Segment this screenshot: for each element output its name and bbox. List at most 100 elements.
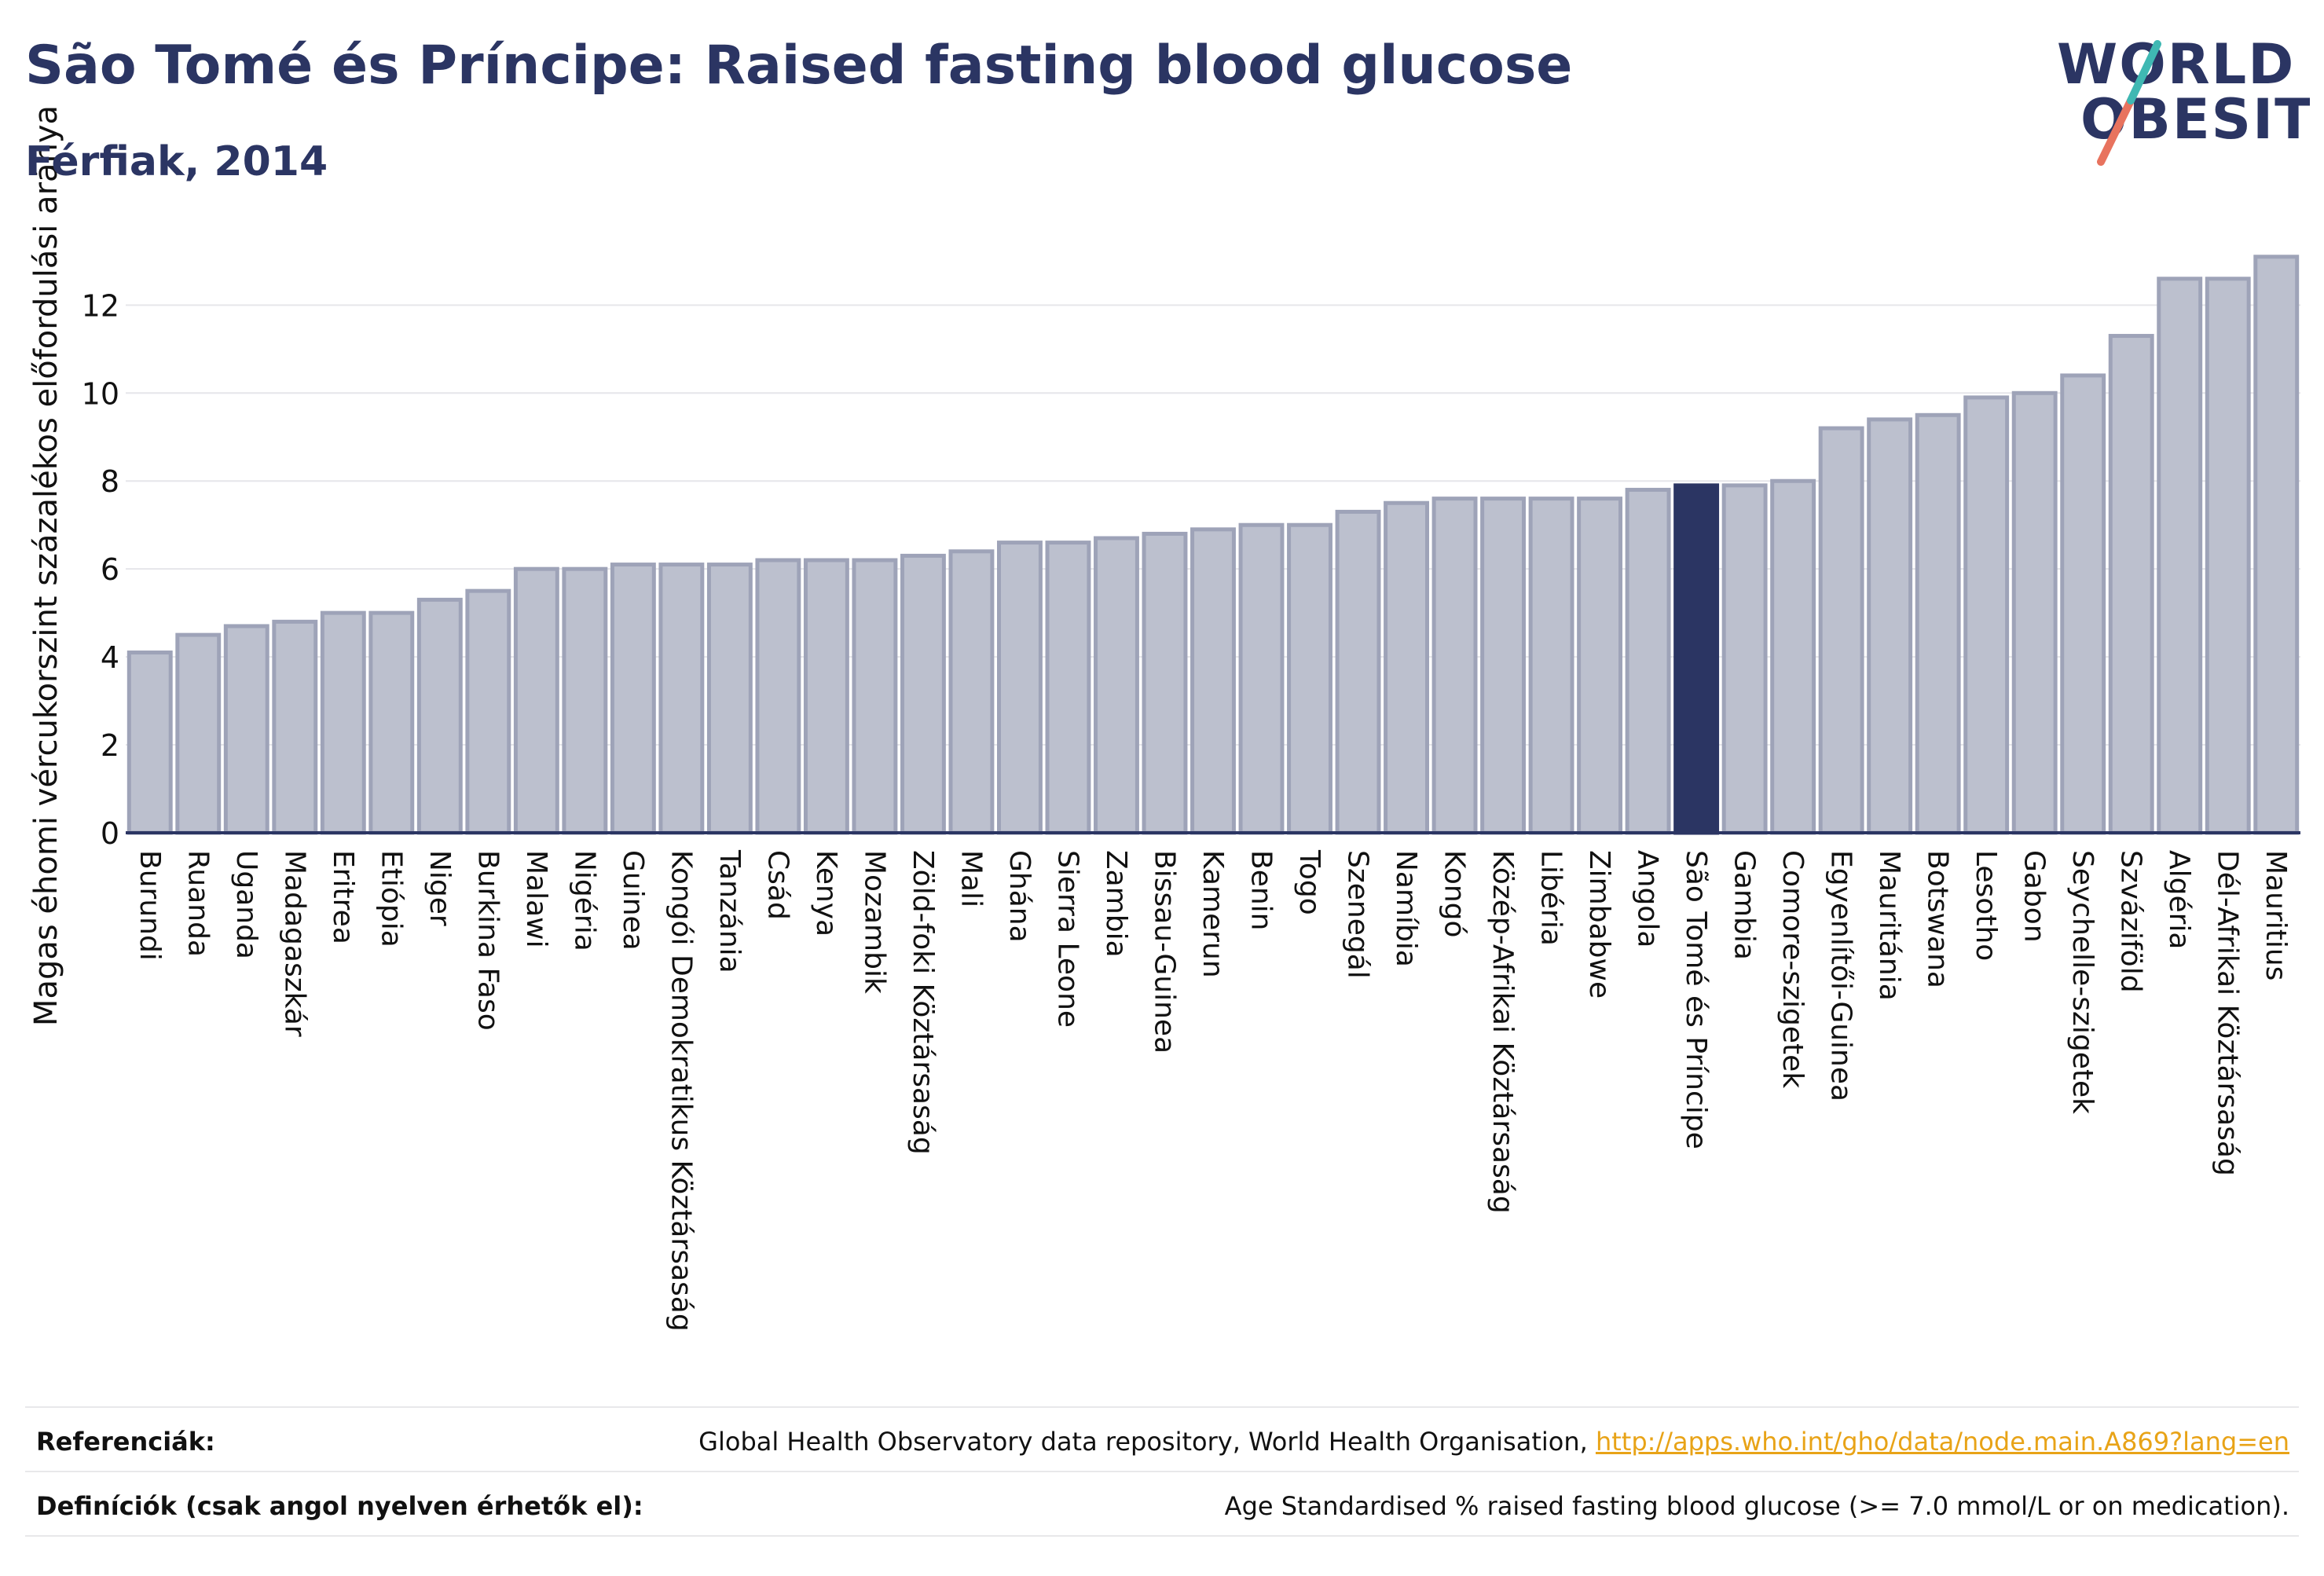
bar — [416, 597, 463, 835]
x-tick-label: Egyenlítői-Guinea — [1825, 850, 1857, 1101]
references-label: Referenciák: — [36, 1427, 215, 1457]
bar — [1963, 395, 2010, 835]
bar — [1867, 417, 1913, 835]
x-tick-label: Kamerun — [1197, 850, 1229, 978]
bar — [223, 624, 269, 835]
references-link[interactable]: http://apps.who.int/gho/data/node.main.A… — [1595, 1427, 2289, 1457]
bar — [320, 610, 366, 835]
x-tick-label: Burkina Faso — [471, 850, 504, 1031]
x-tick-label: Csád — [761, 850, 794, 920]
x-tick-label: Botswana — [1922, 850, 1954, 988]
x-tick-label: Gabon — [2018, 850, 2051, 943]
bar — [562, 566, 608, 835]
x-tick-label: Guinea — [617, 850, 649, 951]
x-tick-label: Comore-szigetek — [1776, 850, 1809, 1088]
x-tick-label: Kenya — [810, 850, 842, 936]
bar — [1190, 527, 1236, 835]
x-tick-label: Ghána — [1003, 850, 1036, 943]
bar — [2060, 373, 2106, 835]
divider — [25, 1471, 2299, 1472]
bar — [1045, 541, 1091, 835]
bar — [1335, 509, 1381, 835]
y-axis-label: Magas éhomi vércukorszint százalékos elő… — [28, 105, 64, 1026]
bar — [997, 541, 1043, 835]
bar — [1673, 483, 1720, 835]
world-obesity-logo: WORLD OBESITY — [2057, 32, 2310, 166]
page-subtitle: Férfiak, 2014 — [25, 138, 328, 185]
x-tick-label: Mali — [955, 850, 987, 907]
bar — [755, 558, 801, 835]
bar — [1625, 487, 1671, 835]
bar — [1577, 497, 1623, 835]
definitions-label: Definíciók (csak angol nyelven érhetők e… — [36, 1491, 643, 1521]
x-tick-label: Szenegál — [1342, 850, 1374, 979]
references-text: Global Health Observatory data repositor… — [698, 1427, 1596, 1457]
x-tick-label: Zambia — [1100, 850, 1132, 958]
bar — [948, 549, 995, 835]
bar — [2205, 277, 2251, 835]
x-axis-ticks: Burundi Ruanda Uganda Madagaszkár Eritrea Eti… — [134, 849, 2292, 1332]
x-tick-label: Közép-Afrikai Köztársaság — [1486, 850, 1519, 1214]
y-tick-label: 8 — [101, 464, 119, 499]
bar — [1287, 522, 1332, 835]
x-tick-label: Kongói Demokratikus Köztársaság — [665, 850, 697, 1332]
bars — [126, 255, 2300, 835]
y-axis-ticks: 0 2 4 6 8 10 12 — [82, 288, 119, 851]
bar — [852, 558, 898, 835]
y-tick-label: 0 — [101, 816, 119, 851]
x-tick-label: Etiópia — [375, 850, 407, 947]
x-tick-label: Tanzánia — [713, 849, 746, 973]
x-tick-label: Dél-Afrikai Köztársaság — [2212, 850, 2244, 1176]
divider — [25, 1535, 2299, 1537]
bar-chart: 0 2 4 6 8 10 12 Burundi Ruanda Uganda Madagaszkár… — [28, 105, 2300, 1332]
bar — [1721, 483, 1768, 835]
x-tick-label: Szváziföld — [2115, 850, 2147, 993]
y-tick-label: 6 — [101, 552, 119, 587]
x-tick-label: Zimbabwe — [1583, 850, 1615, 999]
bar — [1094, 536, 1139, 835]
bar — [610, 563, 656, 835]
bar — [2108, 334, 2154, 835]
x-tick-label: Burundi — [134, 850, 166, 961]
y-tick-label: 2 — [101, 728, 119, 763]
x-tick-label: Togo — [1293, 849, 1325, 915]
bar — [175, 632, 222, 835]
x-tick-label: Mozambik — [858, 850, 890, 994]
bar — [900, 553, 946, 835]
bar — [1528, 497, 1574, 835]
page-title: São Tomé és Príncipe: Raised fasting blo… — [25, 35, 1573, 97]
bar — [658, 563, 705, 835]
x-tick-label: Mauritius — [2260, 850, 2292, 980]
x-tick-label: Malawi — [520, 850, 552, 948]
x-tick-label: Libéria — [1535, 850, 1567, 946]
bar — [1770, 478, 1816, 835]
bar — [2157, 277, 2203, 835]
references-value: Global Health Observatory data repositor… — [698, 1427, 2289, 1457]
y-tick-label: 4 — [101, 640, 119, 675]
definitions-value: Age Standardised % raised fasting blood … — [1224, 1491, 2289, 1521]
bar — [706, 563, 753, 835]
bar — [2253, 255, 2300, 835]
x-tick-label: Benin — [1245, 850, 1277, 930]
bar — [1238, 522, 1285, 835]
bar — [1142, 531, 1188, 835]
x-tick-label: Seychelle-szigetek — [2066, 850, 2099, 1114]
x-tick-label: Sierra Leone — [1051, 850, 1083, 1028]
x-tick-label: Gambia — [1728, 850, 1761, 960]
bar — [465, 588, 511, 835]
y-tick-label: 10 — [82, 376, 119, 411]
logo-word-world: WORLD — [2057, 32, 2295, 97]
x-tick-label: Lesotho — [1970, 850, 2002, 961]
bar — [272, 619, 318, 835]
x-tick-label: Madagaszkár — [278, 850, 310, 1037]
x-tick-label: Angola — [1632, 850, 1664, 947]
logo-slash-teal-icon — [2127, 40, 2161, 104]
bar — [1431, 497, 1478, 835]
bar — [1480, 497, 1527, 835]
x-tick-label: Zöld-foki Köztársaság — [907, 850, 939, 1155]
x-tick-label: Namíbia — [1390, 850, 1422, 967]
x-tick-label: Nigéria — [568, 850, 600, 951]
bar — [126, 651, 173, 835]
bar — [2011, 390, 2058, 835]
x-tick-label: Mauritánia — [1873, 850, 1905, 1001]
